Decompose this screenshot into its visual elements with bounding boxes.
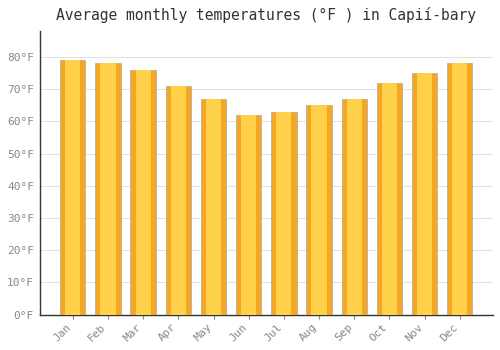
Bar <box>276 112 291 315</box>
Bar <box>166 86 191 315</box>
Bar <box>206 99 221 315</box>
Bar <box>100 63 116 315</box>
Bar <box>236 115 262 315</box>
Bar <box>130 70 156 315</box>
Bar <box>382 83 397 315</box>
Bar <box>452 63 468 315</box>
Bar <box>136 70 150 315</box>
Bar <box>312 105 326 315</box>
Bar <box>412 73 438 315</box>
Bar <box>417 73 432 315</box>
Bar <box>376 83 402 315</box>
Bar <box>271 112 296 315</box>
Bar <box>346 99 362 315</box>
Bar <box>306 105 332 315</box>
Bar <box>60 60 86 315</box>
Bar <box>170 86 186 315</box>
Bar <box>342 99 367 315</box>
Title: Average monthly temperatures (°F ) in Capií-bary: Average monthly temperatures (°F ) in Ca… <box>56 7 476 23</box>
Bar <box>241 115 256 315</box>
Bar <box>201 99 226 315</box>
Bar <box>65 60 80 315</box>
Bar <box>96 63 120 315</box>
Bar <box>447 63 472 315</box>
